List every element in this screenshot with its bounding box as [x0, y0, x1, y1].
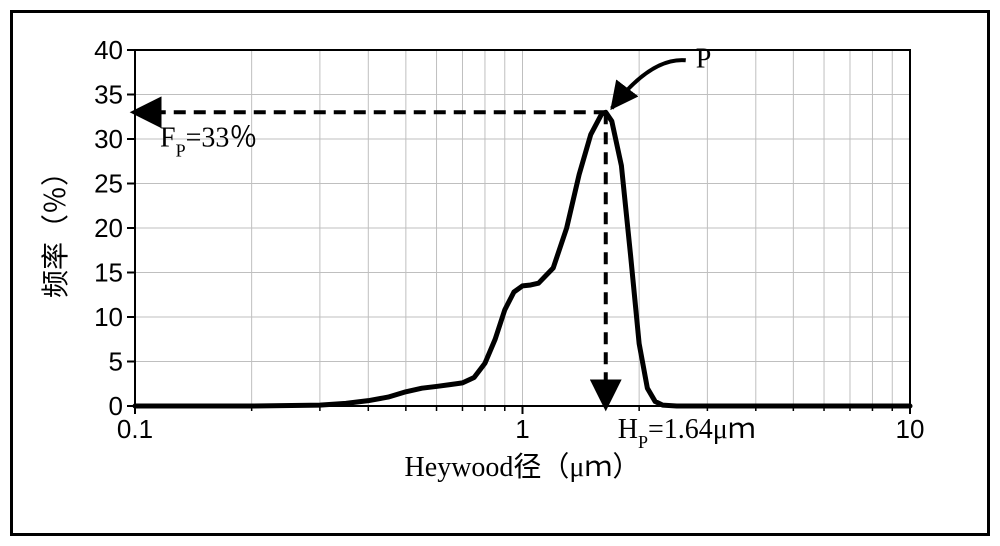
plot-container: 0.11100510152025303540Heywood径（μｍ）频率（％）P… [30, 30, 950, 496]
xtick-label: 10 [896, 414, 925, 444]
ytick-label: 20 [94, 213, 123, 243]
ytick-label: 35 [94, 80, 123, 110]
peak-label: P [696, 43, 712, 74]
ytick-label: 15 [94, 258, 123, 288]
ytick-label: 25 [94, 169, 123, 199]
y-axis-label: 频率（％） [40, 158, 72, 298]
xtick-label: 1 [515, 414, 529, 444]
ytick-label: 30 [94, 124, 123, 154]
ytick-label: 10 [94, 302, 123, 332]
hp-label: HP=1.64μｍ [618, 414, 756, 452]
ytick-label: 5 [109, 347, 123, 377]
ytick-label: 0 [109, 391, 123, 421]
ytick-label: 40 [94, 35, 123, 65]
chart-svg: 0.11100510152025303540Heywood径（μｍ）频率（％）P… [30, 30, 950, 496]
x-axis-label: Heywood径（μｍ） [405, 451, 641, 483]
